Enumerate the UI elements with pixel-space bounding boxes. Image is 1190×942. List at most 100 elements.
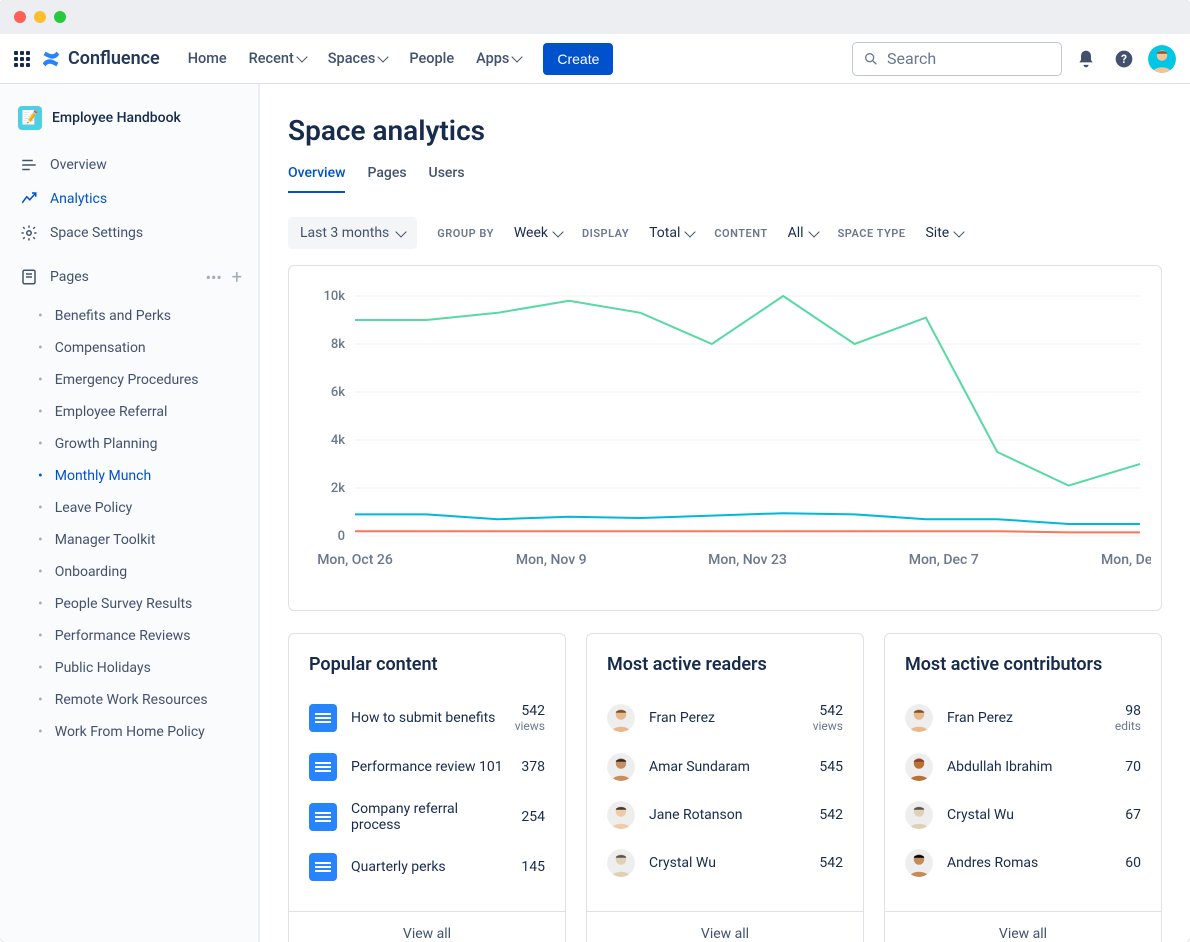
filter-groupby[interactable]: Week — [514, 225, 562, 241]
nav-recent[interactable]: Recent — [249, 50, 306, 67]
chevron-down-icon — [808, 226, 819, 237]
svg-text:Mon, Dec 21: Mon, Dec 21 — [1101, 552, 1151, 568]
sidebar-page-item[interactable]: Remote Work Resources — [30, 684, 248, 716]
person-avatar — [905, 849, 933, 877]
person-row[interactable]: Fran Perez98edits — [905, 693, 1141, 743]
sidebar-page-item[interactable]: Manager Toolkit — [30, 524, 248, 556]
tab-users[interactable]: Users — [429, 165, 465, 193]
create-button[interactable]: Create — [543, 43, 613, 75]
sidebar-page-item[interactable]: People Survey Results — [30, 588, 248, 620]
notifications-icon[interactable] — [1072, 45, 1100, 73]
nav-apps[interactable]: Apps — [476, 50, 521, 67]
spacetype-label: SPACE TYPE — [838, 227, 906, 240]
content-row[interactable]: Performance review 101378 — [309, 743, 545, 791]
content-label: CONTENT — [714, 227, 767, 240]
sidebar-overview[interactable]: Overview — [10, 148, 248, 182]
pages-icon — [20, 268, 38, 286]
minimize-dot[interactable] — [34, 11, 46, 23]
sidebar-page-item[interactable]: Performance Reviews — [30, 620, 248, 652]
analytics-line-chart: 02k4k6k8k10kMon, Oct 26Mon, Nov 9Mon, No… — [299, 286, 1151, 576]
person-row[interactable]: Jane Rotanson542 — [607, 791, 843, 839]
popular-content-card: Popular content How to submit benefits54… — [288, 633, 566, 942]
active-contributors-title: Most active contributors — [905, 654, 1141, 675]
chevron-down-icon — [512, 51, 523, 62]
person-avatar — [607, 849, 635, 877]
search-icon — [863, 51, 879, 67]
readers-view-all[interactable]: View all — [587, 911, 863, 942]
tab-overview[interactable]: Overview — [288, 165, 345, 193]
zoom-dot[interactable] — [54, 11, 66, 23]
svg-text:4k: 4k — [331, 433, 345, 448]
filter-content[interactable]: All — [788, 225, 818, 241]
groupby-label: GROUP BY — [437, 227, 494, 240]
add-page-icon[interactable]: + — [232, 267, 242, 288]
analytics-icon — [20, 190, 38, 208]
svg-text:0: 0 — [338, 529, 345, 544]
titlebar — [0, 0, 1190, 34]
popular-content-title: Popular content — [309, 654, 545, 675]
document-icon — [309, 704, 337, 732]
sidebar-pages-header[interactable]: Pages — [10, 260, 206, 294]
content-row[interactable]: Company referral process254 — [309, 791, 545, 843]
contributors-view-all[interactable]: View all — [885, 911, 1161, 942]
filter-bar: Last 3 months GROUP BY Week DISPLAY Tota… — [288, 217, 1162, 249]
person-avatar — [607, 801, 635, 829]
person-row[interactable]: Abdullah Ibrahim70 — [905, 743, 1141, 791]
space-header[interactable]: 📝 Employee Handbook — [10, 102, 248, 134]
sidebar-page-item[interactable]: Emergency Procedures — [30, 364, 248, 396]
product-logo[interactable]: Confluence — [40, 48, 160, 70]
person-row[interactable]: Andres Romas60 — [905, 839, 1141, 887]
popular-view-all[interactable]: View all — [289, 911, 565, 942]
help-icon[interactable]: ? — [1110, 45, 1138, 73]
sidebar-page-item[interactable]: Compensation — [30, 332, 248, 364]
product-name: Confluence — [68, 48, 160, 69]
svg-text:10k: 10k — [323, 289, 345, 304]
filter-daterange[interactable]: Last 3 months — [288, 217, 417, 249]
person-row[interactable]: Crystal Wu542 — [607, 839, 843, 887]
person-row[interactable]: Fran Perez542views — [607, 693, 843, 743]
active-contributors-card: Most active contributors Fran Perez98edi… — [884, 633, 1162, 942]
nav-links: Home Recent Spaces People Apps Create — [188, 43, 614, 75]
sidebar: 📝 Employee Handbook Overview Analytics S… — [0, 84, 260, 942]
nav-home[interactable]: Home — [188, 50, 227, 67]
document-icon — [309, 803, 337, 831]
overview-icon — [20, 156, 38, 174]
close-dot[interactable] — [14, 11, 26, 23]
sidebar-page-item[interactable]: Work From Home Policy — [30, 716, 248, 748]
person-avatar — [905, 704, 933, 732]
person-row[interactable]: Amar Sundaram545 — [607, 743, 843, 791]
nav-spaces[interactable]: Spaces — [328, 50, 388, 67]
tab-pages[interactable]: Pages — [367, 165, 406, 193]
sidebar-page-item[interactable]: Public Holidays — [30, 652, 248, 684]
person-avatar — [905, 753, 933, 781]
user-avatar[interactable] — [1148, 45, 1176, 73]
search-input[interactable]: Search — [852, 42, 1062, 76]
filter-spacetype[interactable]: Site — [925, 225, 963, 241]
person-avatar — [607, 704, 635, 732]
svg-text:Mon, Nov 9: Mon, Nov 9 — [516, 552, 587, 568]
gear-icon — [20, 224, 38, 242]
page-title: Space analytics — [288, 114, 1162, 147]
sidebar-page-item[interactable]: Benefits and Perks — [30, 300, 248, 332]
document-icon — [309, 753, 337, 781]
sidebar-page-item[interactable]: Employee Referral — [30, 396, 248, 428]
display-label: DISPLAY — [582, 227, 629, 240]
sidebar-settings[interactable]: Space Settings — [10, 216, 248, 250]
sidebar-analytics[interactable]: Analytics — [10, 182, 248, 216]
page-list: Benefits and PerksCompensationEmergency … — [10, 300, 248, 748]
more-icon[interactable]: ••• — [206, 268, 222, 287]
space-icon: 📝 — [18, 106, 42, 130]
confluence-icon — [40, 48, 62, 70]
content-row[interactable]: Quarterly perks145 — [309, 843, 545, 891]
app-switcher-icon[interactable] — [14, 51, 30, 67]
content-row[interactable]: How to submit benefits542views — [309, 693, 545, 743]
active-readers-card: Most active readers Fran Perez542viewsAm… — [586, 633, 864, 942]
sidebar-page-item[interactable]: Leave Policy — [30, 492, 248, 524]
sidebar-page-item[interactable]: Growth Planning — [30, 428, 248, 460]
sidebar-page-item[interactable]: Onboarding — [30, 556, 248, 588]
filter-display[interactable]: Total — [649, 225, 694, 241]
sidebar-page-item[interactable]: Monthly Munch — [30, 460, 248, 492]
person-row[interactable]: Crystal Wu67 — [905, 791, 1141, 839]
nav-people[interactable]: People — [409, 50, 454, 67]
chevron-down-icon — [954, 226, 965, 237]
